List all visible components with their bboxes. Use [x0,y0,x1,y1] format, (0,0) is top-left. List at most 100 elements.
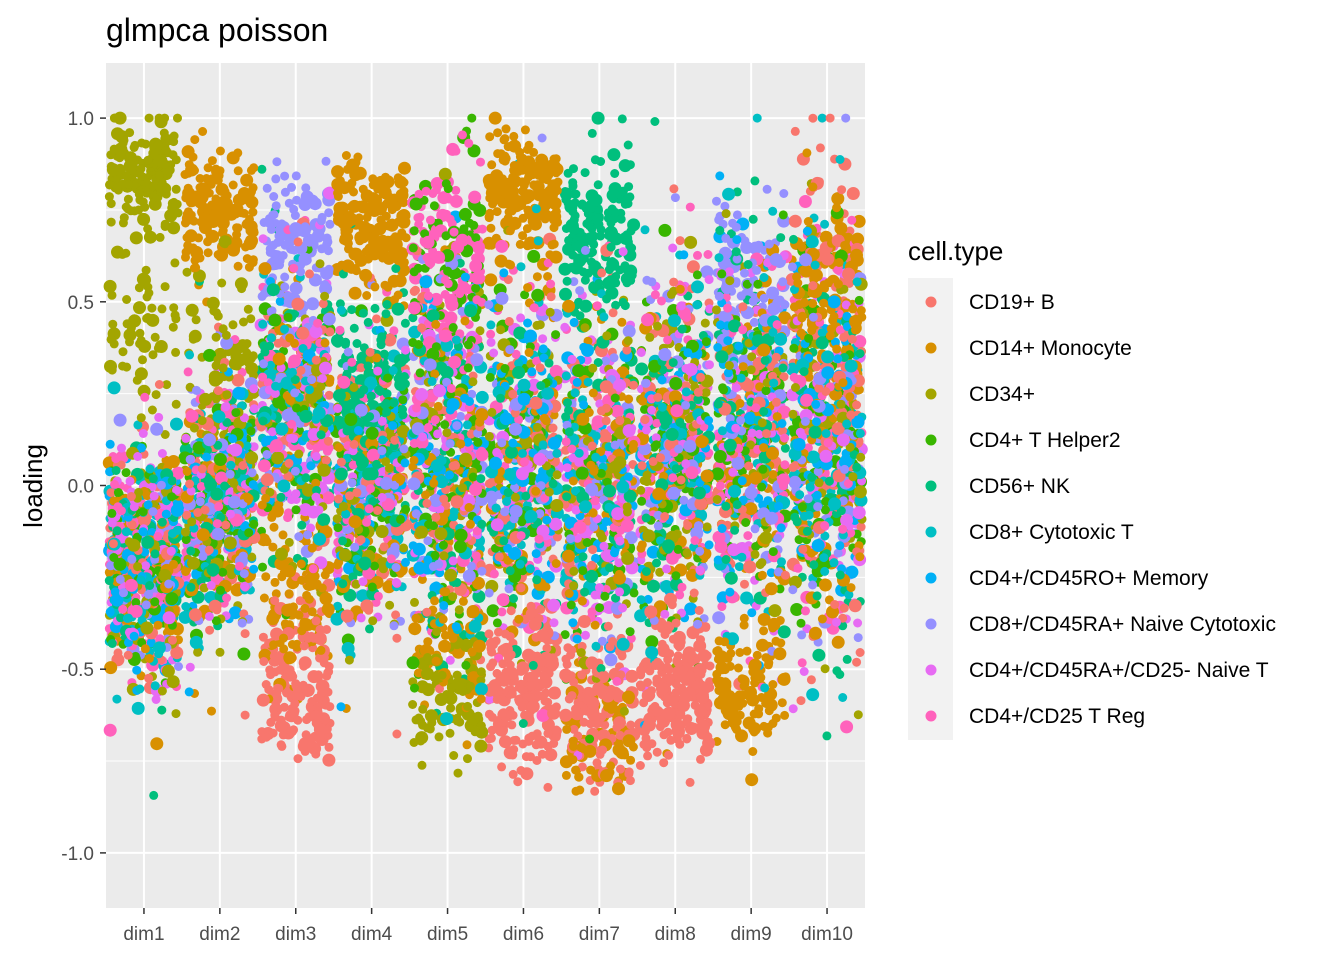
data-point [382,300,391,309]
data-point [684,236,697,249]
data-point [778,625,791,638]
data-point [297,521,306,530]
data-point [186,304,199,317]
data-point [734,342,743,351]
data-point [106,440,115,449]
data-point [562,371,571,380]
data-point [808,114,817,123]
data-point [523,319,532,328]
data-point [365,624,374,633]
data-point [546,280,555,289]
data-point [325,220,334,229]
data-point [821,505,830,514]
data-point [232,374,245,387]
data-point [182,187,195,200]
data-point [118,250,127,259]
data-point [446,729,455,738]
data-point [454,769,463,778]
data-point [258,563,267,572]
data-point [114,414,127,427]
data-point [691,280,704,293]
data-point [623,325,636,338]
data-point [130,231,143,244]
data-point [401,319,410,328]
data-point [169,303,178,312]
data-point [669,184,678,193]
data-point [717,602,726,611]
data-point [474,740,487,753]
data-point [208,156,217,165]
data-point [263,184,272,193]
data-point [812,649,825,662]
data-point [141,140,150,149]
data-point [502,124,511,133]
data-point [581,631,590,640]
data-point [430,201,439,210]
data-point [292,505,301,514]
data-point [704,250,713,259]
data-point [559,288,572,301]
data-point [186,233,195,242]
data-point [316,625,325,634]
data-point [653,748,662,757]
data-point [198,127,207,136]
data-point [245,196,258,209]
data-point [440,420,449,429]
data-point [595,603,604,612]
data-point [856,349,865,358]
data-point [451,186,460,195]
data-point [802,148,811,157]
data-point [342,151,351,160]
data-point [234,262,243,271]
data-point [497,593,510,606]
data-point [446,143,459,156]
data-point [768,604,781,617]
data-point [659,758,668,767]
data-point [190,135,199,144]
data-point [467,114,476,123]
data-point [108,320,117,329]
data-point [701,319,710,328]
data-point [276,297,285,306]
data-point [140,393,149,402]
data-point [748,747,757,756]
data-point [423,637,432,646]
data-point [847,216,856,225]
data-point [260,594,269,603]
data-point [169,323,178,332]
data-point [854,710,863,719]
data-point [740,580,749,589]
data-point [587,561,596,570]
data-point [830,600,839,609]
data-point [686,778,695,787]
data-point [186,663,195,672]
data-point [227,151,240,164]
data-point [157,706,166,715]
data-point [283,513,292,522]
data-point [563,277,572,286]
data-point [212,333,221,342]
data-point [604,622,613,631]
data-point [797,619,806,628]
data-point [271,578,280,587]
data-point [722,188,735,201]
data-point [161,282,170,291]
data-point [322,754,335,767]
data-point [715,171,724,180]
data-point [778,698,787,707]
data-point [359,185,368,194]
data-point [459,597,468,606]
data-point [464,363,473,372]
data-point [690,589,699,598]
data-point [671,193,680,202]
data-point [371,304,380,313]
data-point [725,588,734,597]
data-point [493,128,502,137]
data-point [735,562,744,571]
data-point [813,591,822,600]
data-point [523,283,532,292]
data-point [317,513,330,526]
data-point [362,291,371,300]
data-point [832,636,845,649]
data-point [217,279,226,288]
